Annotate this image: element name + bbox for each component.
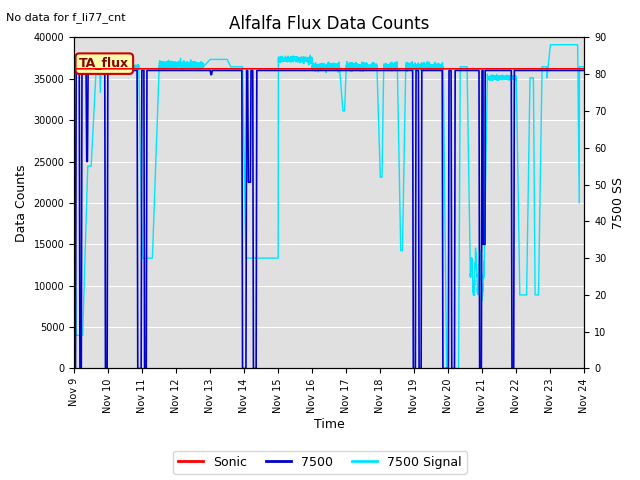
Text: No data for f_li77_cnt: No data for f_li77_cnt <box>6 12 126 23</box>
Y-axis label: 7500 SS: 7500 SS <box>612 177 625 229</box>
Legend: Sonic, 7500, 7500 Signal: Sonic, 7500, 7500 Signal <box>173 451 467 474</box>
Text: TA_flux: TA_flux <box>79 57 129 70</box>
X-axis label: Time: Time <box>314 419 344 432</box>
Title: Alfalfa Flux Data Counts: Alfalfa Flux Data Counts <box>229 15 429 33</box>
Y-axis label: Data Counts: Data Counts <box>15 164 28 241</box>
